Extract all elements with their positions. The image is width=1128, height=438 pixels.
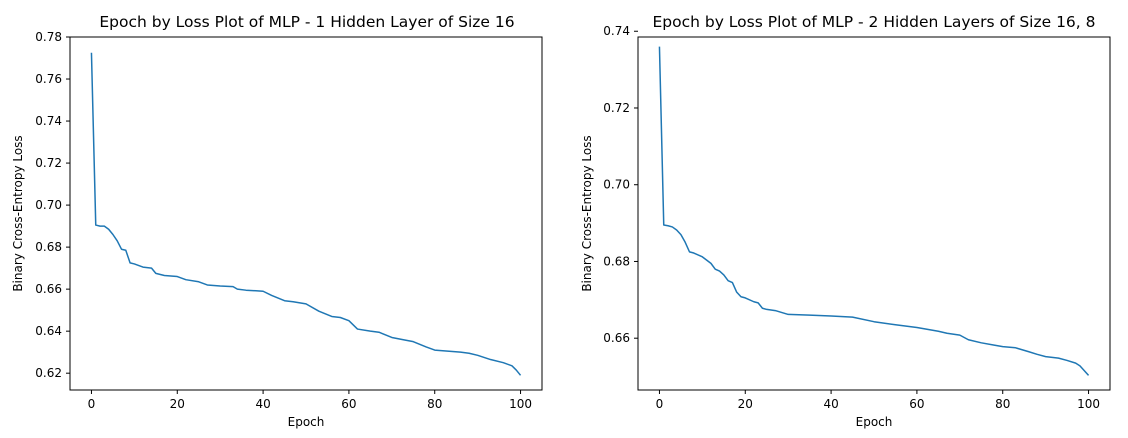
chart-2-plot-area — [658, 46, 1090, 376]
chart-1-y-tick-label: 0.64 — [35, 324, 62, 338]
chart-2-x-ticks: 0 20 40 60 80 100 — [656, 390, 1100, 411]
chart-1-y-tick-label: 0.72 — [35, 156, 62, 170]
chart-1-x-tick-label: 60 — [341, 397, 356, 411]
chart-1-y-tick-label: 0.68 — [35, 240, 62, 254]
chart-1-x-ticks: 0 20 40 60 80 100 — [88, 390, 532, 411]
chart-2-x-tick-label: 100 — [1077, 397, 1100, 411]
chart-1-y-axis-label: Binary Cross-Entropy Loss — [11, 135, 25, 291]
chart-1-axes-frame — [69, 36, 543, 391]
chart-2-axes-frame — [637, 36, 1111, 391]
chart-2-y-axis-label: Binary Cross-Entropy Loss — [580, 135, 594, 291]
chart-1-y-ticks: 0.62 0.64 0.66 0.68 0.70 0.72 0.74 0.76 0.78 — [35, 30, 70, 380]
chart-2-x-tick-label: 0 — [656, 397, 664, 411]
chart-1-x-tick-label: 100 — [509, 397, 532, 411]
chart-1-y-tick-label: 0.78 — [35, 30, 62, 44]
chart-2-y-tick-label: 0.72 — [603, 101, 630, 115]
chart-2-y-tick-label: 0.68 — [603, 254, 630, 268]
chart-1-y-tick-label: 0.74 — [35, 114, 62, 128]
chart-1-y-tick-label: 0.76 — [35, 72, 62, 86]
chart-2-x-tick-label: 80 — [995, 397, 1010, 411]
chart-1-x-tick-label: 40 — [255, 397, 270, 411]
chart-1-plot-area — [90, 52, 522, 376]
chart-1-y-tick-label: 0.70 — [35, 198, 62, 212]
chart-2-y-tick-label: 0.66 — [603, 331, 630, 345]
chart-2-y-tick-label: 0.74 — [603, 24, 630, 38]
chart-1-x-tick-label: 80 — [427, 397, 442, 411]
chart-1-x-tick-label: 0 — [88, 397, 96, 411]
chart-1: Epoch by Loss Plot of MLP - 1 Hidden Lay… — [11, 13, 543, 429]
chart-1-x-tick-label: 20 — [170, 397, 185, 411]
chart-1-title: Epoch by Loss Plot of MLP - 1 Hidden Lay… — [99, 13, 514, 31]
chart-2-title: Epoch by Loss Plot of MLP - 2 Hidden Lay… — [652, 13, 1095, 31]
chart-1-loss-line — [90, 52, 522, 376]
chart-2-y-ticks: 0.66 0.68 0.70 0.72 0.74 — [603, 24, 638, 345]
chart-2-x-tick-label: 60 — [909, 397, 924, 411]
chart-2-x-axis-label: Epoch — [856, 415, 893, 429]
chart-2-loss-line — [658, 46, 1090, 376]
chart-2-y-tick-label: 0.70 — [603, 178, 630, 192]
chart-2: Epoch by Loss Plot of MLP - 2 Hidden Lay… — [580, 13, 1111, 429]
chart-1-x-axis-label: Epoch — [288, 415, 325, 429]
chart-1-y-tick-label: 0.66 — [35, 282, 62, 296]
chart-2-x-tick-label: 40 — [823, 397, 838, 411]
chart-2-x-tick-label: 20 — [738, 397, 753, 411]
chart-1-y-tick-label: 0.62 — [35, 366, 62, 380]
